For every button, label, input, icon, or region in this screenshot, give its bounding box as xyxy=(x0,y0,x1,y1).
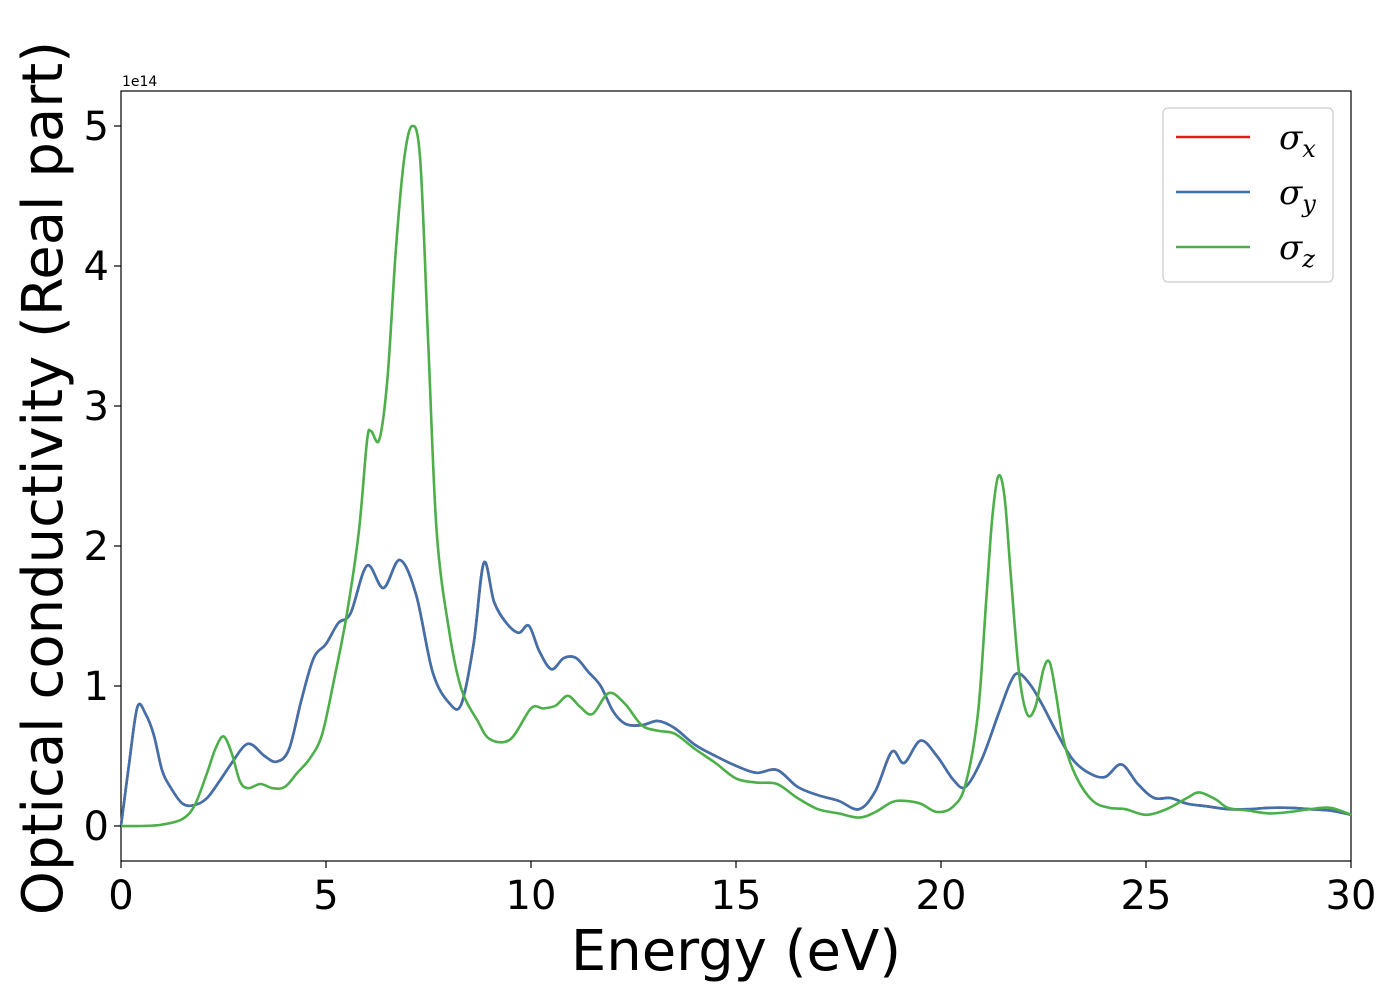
legend-entry-x: σx xyxy=(1176,118,1316,163)
legend-label-subscript: y xyxy=(1301,190,1316,218)
legend-entry-y: σy xyxy=(1176,173,1316,218)
legend-label-subscript: z xyxy=(1301,245,1315,273)
x-tick-label: 15 xyxy=(711,873,762,919)
series-line-y xyxy=(119,558,1352,827)
legend-label-subscript: x xyxy=(1302,135,1316,163)
x-tick-label: 5 xyxy=(313,873,338,919)
legend-label: σy xyxy=(1279,173,1316,218)
x-tick-label: 0 xyxy=(108,873,133,919)
y-tick-label: 4 xyxy=(84,244,109,290)
y-tick-label: 3 xyxy=(84,384,109,430)
y-axis-ticks: 0 1 2 3 4 5 xyxy=(84,104,121,850)
legend-label-base: σ xyxy=(1279,173,1303,213)
legend-label-base: σ xyxy=(1279,118,1303,158)
y-axis-label: Optical conductivity (Real part) xyxy=(11,41,76,915)
series-line-z xyxy=(120,124,1352,828)
y-tick-label: 5 xyxy=(84,104,109,150)
legend-label: σz xyxy=(1279,228,1315,273)
y-tick-label: 1 xyxy=(84,664,109,710)
x-axis-label: Energy (eV) xyxy=(571,919,901,984)
y-axis-offset-label: 1e14 xyxy=(122,74,157,90)
legend-label-base: σ xyxy=(1279,228,1303,268)
x-tick-label: 25 xyxy=(1121,873,1172,919)
y-tick-label: 0 xyxy=(84,804,109,850)
y-tick-label: 2 xyxy=(84,524,109,570)
legend-label: σx xyxy=(1279,118,1316,163)
legend-entry-z: σz xyxy=(1176,228,1315,273)
legend-box xyxy=(1162,107,1334,283)
series-line-x xyxy=(119,558,1352,827)
x-tick-label: 20 xyxy=(916,873,967,919)
series-layer xyxy=(119,124,1352,828)
x-tick-label: 30 xyxy=(1326,873,1377,919)
x-axis-ticks: 0 5 10 15 20 25 30 xyxy=(108,861,1376,919)
x-tick-label: 10 xyxy=(506,873,557,919)
